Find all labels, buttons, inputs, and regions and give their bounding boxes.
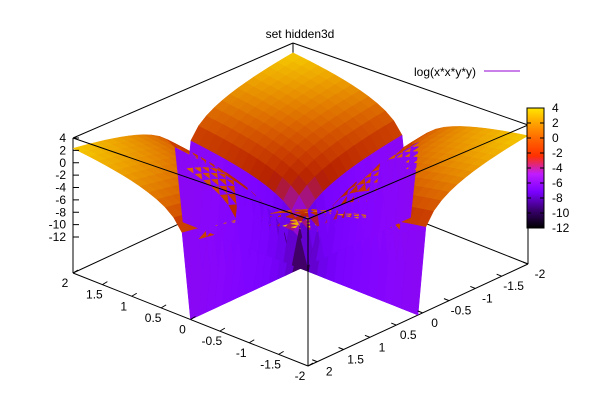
z-axis: 420-2-4-6-8-10-12: [49, 131, 79, 244]
y-tick-label: 1.5: [347, 353, 364, 367]
z-tick-label: -6: [55, 193, 66, 207]
y-axis: 2 1.5 1 0.5 0 -0.5 -1 -1.5 -2: [312, 261, 546, 379]
box-edge: [307, 124, 529, 220]
y-tick-label: -2: [535, 267, 546, 281]
y-tick-mark: [391, 322, 397, 326]
colorbar-tick-label: -4: [552, 161, 563, 175]
colorbar-tick-label: 2: [552, 116, 559, 130]
x-tick-mark: [160, 304, 167, 309]
x-tick-mark: [248, 339, 255, 344]
colorbar-tick-label: -6: [552, 176, 563, 190]
z-tick-label: -8: [55, 205, 66, 219]
y-tick-mark: [522, 261, 529, 265]
x-tick-mark: [102, 281, 108, 286]
z-tick-label: 0: [59, 156, 66, 170]
colorbar-axis: 420-2-4-6-8-10-12: [527, 101, 570, 235]
x-tick-mark: [131, 292, 138, 297]
x-tick-label: -1.5: [260, 357, 281, 371]
colorbar-tick-label: -10: [552, 206, 570, 220]
x-tick-label: 2: [62, 276, 69, 290]
plot-box-front: [72, 124, 529, 366]
x-tick-label: 0.5: [145, 311, 162, 325]
legend-label: log(x*x*y*y): [414, 65, 476, 79]
x-tick-mark: [190, 316, 196, 320]
colorbar-tick-label: 4: [552, 101, 559, 115]
x-tick-label: 1.5: [86, 288, 103, 302]
colorbar-tick-label: -8: [552, 191, 563, 205]
colorbar-tick-label: -12: [552, 221, 570, 235]
y-tick-mark: [496, 273, 502, 277]
y-tick-label: -0.5: [451, 304, 472, 318]
colorbar-tick-label: -2: [552, 146, 563, 160]
surface-facet: [511, 133, 529, 141]
y-tick-mark: [364, 334, 371, 338]
box-edge: [72, 42, 294, 139]
box-edge: [292, 42, 529, 126]
y-tick-label: 1: [379, 340, 386, 354]
y-tick-label: -1.5: [503, 279, 524, 293]
x-tick-label: -0.5: [202, 334, 223, 348]
y-tick-mark: [312, 359, 318, 363]
x-tick-mark: [278, 350, 284, 355]
y-tick-label: -1: [482, 291, 493, 305]
y-tick-mark: [470, 285, 476, 289]
y-tick-mark: [443, 298, 450, 302]
x-tick-label: -1: [236, 346, 247, 360]
z-tick-label: 4: [59, 131, 66, 145]
y-tick-mark: [338, 347, 344, 350]
x-axis: 2 1.5 1 0.5 0 -0.5 -1 -1.5 -2: [62, 269, 314, 383]
colorbar-tick-label: 0: [552, 131, 559, 145]
x-tick-mark: [72, 269, 79, 274]
y-tick-label: 0.5: [400, 328, 417, 342]
z-tick-label: -4: [55, 181, 66, 195]
box-edge: [72, 137, 309, 220]
chart-title: set hidden3d: [266, 27, 335, 41]
x-tick-label: 0: [179, 323, 186, 337]
x-tick-mark: [219, 327, 226, 332]
x-tick-label: -2: [295, 369, 306, 383]
z-tick-label: -12: [49, 230, 67, 244]
surface-mesh: [72, 52, 529, 320]
z-tick-label: 2: [59, 143, 66, 157]
x-tick-label: 1: [120, 299, 127, 313]
x-tick-mark: [307, 362, 314, 367]
y-tick-label: 0: [431, 316, 438, 330]
y-tick-label: 2: [326, 365, 333, 379]
z-tick-label: -2: [55, 168, 66, 182]
z-tick-label: -10: [49, 218, 67, 232]
y-tick-mark: [417, 310, 423, 314]
